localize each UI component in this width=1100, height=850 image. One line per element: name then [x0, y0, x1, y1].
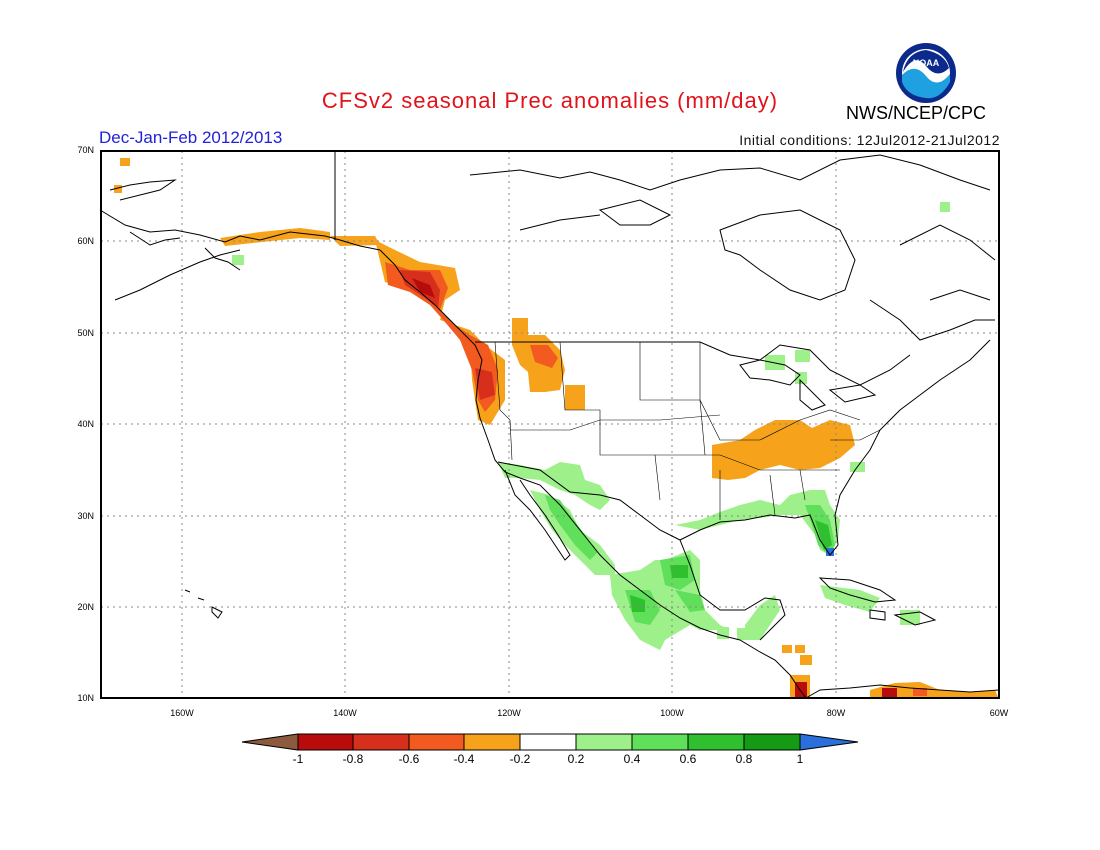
lon-label-60w: 60W — [989, 708, 1009, 718]
state-borders — [494, 341, 881, 520]
graticule — [101, 151, 999, 698]
lon-label-100w: 100W — [660, 708, 684, 718]
coastlines — [99, 151, 1000, 699]
logo-text: NOAA — [913, 58, 940, 68]
colorbar — [241, 733, 859, 751]
agency-label: NWS/NCEP/CPC — [846, 103, 987, 123]
lat-label-40n: 40N — [77, 419, 94, 429]
lon-label-120w: 120W — [497, 708, 521, 718]
lon-label-160w: 160W — [170, 708, 194, 718]
initial-conditions: Initial conditions: 12Jul2012-21Jul2012 — [739, 132, 1000, 148]
colorbar-label: 0.8 — [735, 752, 753, 766]
colorbar-label: -1 — [292, 752, 304, 766]
season-label: Dec-Jan-Feb 2012/2013 — [99, 128, 283, 147]
map-frame — [100, 150, 1000, 699]
colorbar-label: 0.6 — [679, 752, 697, 766]
colorbar-label: -0.8 — [342, 752, 364, 766]
anomaly-shading — [114, 158, 998, 698]
lat-label-50n: 50N — [77, 328, 94, 338]
lat-label-30n: 30N — [77, 511, 94, 521]
colorbar-label: -0.6 — [398, 752, 420, 766]
colorbar-label: 0.2 — [567, 752, 585, 766]
colorbar-label: -0.2 — [509, 752, 531, 766]
map-title: CFSv2 seasonal Prec anomalies (mm/day) — [321, 88, 779, 113]
lon-label-80w: 80W — [826, 708, 846, 718]
colorbar-label: -0.4 — [453, 752, 475, 766]
colorbar-label: 1 — [796, 752, 804, 766]
lat-label-20n: 20N — [77, 602, 94, 612]
lat-label-70n: 70N — [77, 145, 94, 155]
lat-label-10n: 10N — [77, 693, 94, 703]
lat-label-60n: 60N — [77, 236, 94, 246]
colorbar-label: 0.4 — [623, 752, 641, 766]
lon-label-140w: 140W — [333, 708, 357, 718]
noaa-logo-icon: NOAA — [896, 43, 956, 103]
